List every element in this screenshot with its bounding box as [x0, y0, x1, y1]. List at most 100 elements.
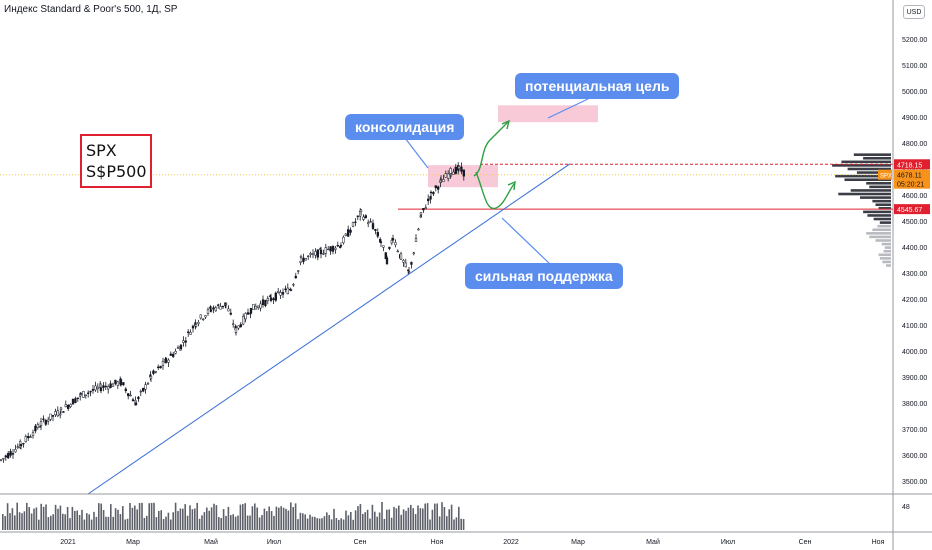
- volume-bar: [429, 519, 431, 530]
- volume-bar: [160, 510, 162, 530]
- x-tick-label: 2021: [60, 539, 76, 546]
- volume-bar: [28, 507, 30, 530]
- candle-body: [172, 353, 175, 357]
- volume-bar: [280, 506, 282, 530]
- candle-body: [432, 191, 435, 195]
- volume-bar: [153, 502, 155, 530]
- candle-body: [131, 399, 135, 402]
- volume-profile-bar: [875, 239, 891, 242]
- chart-title: Индекс Standard & Poor's 500, 1Д, SP: [4, 4, 178, 15]
- candle-body: [7, 453, 10, 459]
- volume-bar: [330, 519, 333, 530]
- candle-body: [246, 312, 250, 315]
- volume-bar: [98, 503, 100, 530]
- volume-bar: [11, 508, 14, 530]
- volume-profile-bar: [835, 174, 891, 178]
- volume-bar: [309, 514, 311, 530]
- volume-bar: [316, 518, 318, 530]
- volume-bar: [388, 509, 390, 530]
- volume-bar: [357, 506, 359, 530]
- volume-bar: [136, 509, 138, 530]
- volume-bar: [304, 514, 306, 530]
- volume-bar: [424, 503, 426, 530]
- volume-bar: [196, 502, 198, 530]
- volume-bar: [285, 508, 287, 530]
- candle-body: [424, 207, 427, 209]
- volume-bar: [54, 504, 57, 530]
- candle-body: [457, 166, 461, 169]
- volume-bar: [105, 516, 107, 530]
- volume-bar: [414, 514, 417, 530]
- volume-bar: [261, 514, 263, 530]
- candle-body: [414, 238, 418, 242]
- candle-body: [49, 413, 52, 420]
- candle-body: [410, 261, 413, 265]
- x-tick-label: Май: [646, 538, 660, 546]
- level-lines: [0, 98, 893, 495]
- candle-body: [252, 304, 255, 311]
- candle-body: [209, 309, 213, 312]
- candle-body: [167, 359, 170, 363]
- volume-profile-bar: [832, 164, 891, 167]
- volume-bar: [47, 517, 50, 530]
- candle-body: [304, 258, 307, 261]
- price-labels: 4718.15 SPX 4678.11 05:20:21 4545.67: [878, 159, 930, 215]
- candle-body: [367, 222, 370, 225]
- volume-profile-bar: [863, 210, 891, 214]
- volume-bar: [141, 502, 143, 530]
- candle-body: [31, 432, 35, 436]
- volume-bar: [146, 515, 148, 530]
- volume-bar: [33, 508, 35, 530]
- volume-bar: [376, 516, 378, 530]
- volume-bar: [282, 507, 285, 530]
- y-tick-label: 4300.00: [902, 271, 927, 278]
- volume-bar: [112, 516, 114, 530]
- countdown-label-bg: [894, 178, 930, 189]
- candle-body: [314, 251, 317, 256]
- candles: [0, 162, 465, 463]
- candle-body: [139, 390, 142, 393]
- candle-body: [164, 358, 168, 363]
- volume-bar: [220, 518, 222, 530]
- currency-button[interactable]: USD: [903, 5, 925, 19]
- candle-body: [27, 436, 30, 439]
- volume-profile-bar: [882, 260, 891, 264]
- volume-profile-bar: [850, 189, 891, 192]
- volume-bar: [155, 517, 158, 530]
- candle-body: [261, 299, 265, 305]
- volume-bar: [278, 507, 280, 530]
- candle-body: [294, 275, 297, 279]
- candle-body: [221, 305, 225, 308]
- candle-body: [94, 385, 97, 391]
- volume-bar: [218, 517, 220, 530]
- candle-body: [364, 215, 367, 219]
- candle-body: [249, 307, 253, 314]
- x-tick-label: Сен: [799, 539, 812, 546]
- volume-profile-bar: [884, 246, 891, 249]
- current-symbol-label: SPX: [880, 174, 892, 180]
- time-axis[interactable]: 2021 Мар Май Июл Сен Ноя 2022 Мар Май Июл Сен Ноя: [0, 531, 932, 546]
- y-tick-label: 3700.00: [902, 427, 927, 434]
- volume-profile-bar: [881, 242, 891, 246]
- volume-profile-bar: [863, 156, 891, 160]
- current-price-label: 4678.11: [897, 173, 922, 180]
- candle-body: [54, 411, 57, 416]
- candle-body: [449, 173, 453, 176]
- volume-bar: [345, 510, 347, 530]
- volume-bar: [395, 508, 398, 530]
- volume-bar: [42, 506, 45, 530]
- volume-profile-bar: [869, 185, 891, 189]
- volume-profile-bar: [867, 214, 891, 217]
- volume-bar: [366, 509, 369, 530]
- volume-bar: [242, 504, 244, 530]
- candle-body: [149, 376, 153, 379]
- candle-body: [34, 425, 37, 432]
- candle-body: [2, 458, 5, 460]
- candle-body: [182, 340, 185, 343]
- candle-body: [42, 418, 45, 420]
- volume-profile-bar: [841, 160, 891, 164]
- volume-bar: [182, 508, 184, 530]
- candle-body: [362, 216, 365, 220]
